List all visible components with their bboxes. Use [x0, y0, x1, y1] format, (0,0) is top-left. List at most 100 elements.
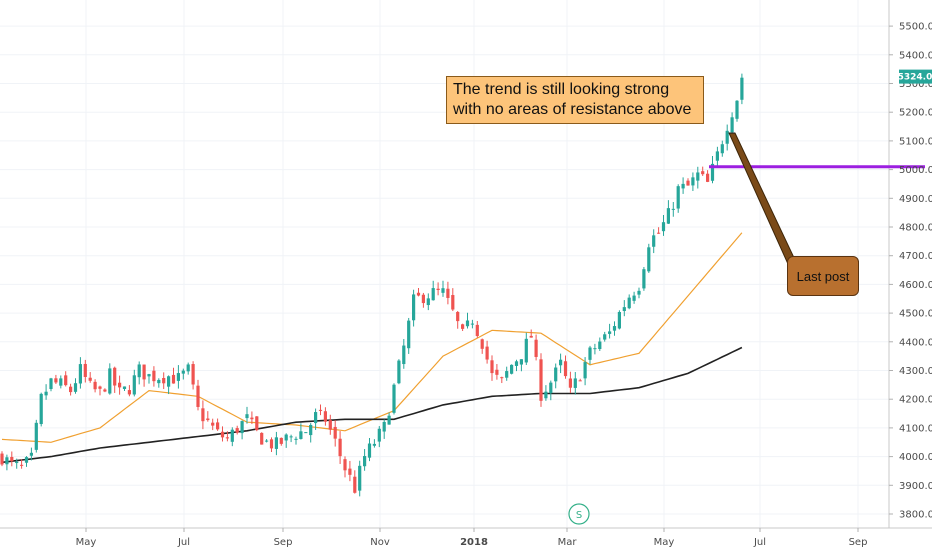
candle-body[interactable] — [583, 362, 587, 379]
candle-body[interactable] — [402, 345, 406, 365]
candle-body[interactable] — [137, 364, 141, 378]
candle-body[interactable] — [240, 421, 244, 434]
candle-body[interactable] — [152, 370, 156, 382]
candle-body[interactable] — [412, 294, 416, 321]
candle-body[interactable] — [676, 186, 680, 209]
candle-body[interactable] — [73, 383, 78, 392]
candle-body[interactable] — [671, 208, 675, 210]
candle-body[interactable] — [470, 323, 474, 325]
candle-body[interactable] — [706, 173, 710, 182]
candle-body[interactable] — [93, 381, 97, 390]
candle-body[interactable] — [274, 437, 278, 449]
candle-body[interactable] — [681, 183, 685, 189]
candle-body[interactable] — [211, 422, 215, 426]
candle-body[interactable] — [436, 288, 440, 290]
candle-body[interactable] — [314, 412, 318, 424]
candle-body[interactable] — [524, 338, 528, 363]
candle-body[interactable] — [338, 438, 342, 457]
candle-body[interactable] — [407, 320, 411, 349]
candle-body[interactable] — [480, 339, 484, 349]
candle-body[interactable] — [358, 465, 362, 491]
candle-body[interactable] — [377, 428, 381, 442]
candle-body[interactable] — [529, 335, 533, 338]
candle-body[interactable] — [715, 151, 719, 161]
split-marker[interactable]: S — [568, 503, 590, 525]
candle-body[interactable] — [353, 476, 357, 493]
candle-body[interactable] — [176, 373, 180, 381]
candle-body[interactable] — [647, 247, 651, 272]
candle-body[interactable] — [720, 144, 724, 154]
candle-body[interactable] — [333, 426, 337, 439]
candle-body[interactable] — [495, 369, 499, 375]
candle-body[interactable] — [186, 364, 190, 372]
candle-body[interactable] — [367, 443, 372, 458]
candle-body[interactable] — [363, 456, 367, 467]
candle-body[interactable] — [250, 417, 254, 420]
candle-body[interactable] — [167, 376, 171, 387]
candle-body[interactable] — [10, 456, 14, 462]
candle-body[interactable] — [201, 408, 205, 422]
candle-body[interactable] — [514, 361, 519, 366]
candle-body[interactable] — [652, 235, 656, 247]
candle-body[interactable] — [661, 222, 666, 232]
candle-body[interactable] — [323, 411, 327, 422]
candle-body[interactable] — [206, 418, 210, 421]
candle-body[interactable] — [245, 414, 249, 419]
candle-body[interactable] — [318, 409, 323, 411]
candle-body[interactable] — [98, 386, 102, 389]
candle-body[interactable] — [554, 367, 558, 382]
candle-body[interactable] — [397, 360, 401, 384]
candle-body[interactable] — [490, 360, 494, 374]
candle-body[interactable] — [539, 359, 543, 401]
candle-body[interactable] — [157, 379, 161, 384]
candle-body[interactable] — [64, 375, 68, 386]
candle-body[interactable] — [127, 390, 131, 395]
candle-body[interactable] — [108, 368, 112, 394]
candles[interactable] — [0, 73, 744, 497]
candle-body[interactable] — [289, 436, 293, 438]
candle-body[interactable] — [617, 311, 621, 329]
candle-body[interactable] — [451, 295, 455, 310]
candle-body[interactable] — [485, 346, 489, 360]
candle-body[interactable] — [29, 452, 33, 456]
candle-body[interactable] — [431, 288, 435, 301]
candle-body[interactable] — [598, 341, 602, 350]
candle-body[interactable] — [142, 364, 146, 380]
candle-body[interactable] — [15, 461, 19, 464]
candle-body[interactable] — [59, 378, 63, 386]
candle-body[interactable] — [735, 100, 739, 119]
candle-body[interactable] — [475, 324, 479, 336]
candle-body[interactable] — [387, 415, 391, 425]
candle-body[interactable] — [446, 288, 450, 298]
candle-body[interactable] — [710, 163, 715, 181]
candle-body[interactable] — [230, 429, 234, 442]
last-post-box[interactable]: Last post — [787, 256, 859, 296]
candle-body[interactable] — [372, 443, 376, 446]
candle-body[interactable] — [696, 172, 700, 181]
candle-body[interactable] — [83, 363, 87, 377]
candle-body[interactable] — [701, 171, 705, 175]
candle-body[interactable] — [392, 384, 396, 413]
candle-body[interactable] — [122, 386, 127, 390]
candle-body[interactable] — [657, 232, 661, 234]
candle-body[interactable] — [686, 180, 690, 186]
candle-body[interactable] — [461, 324, 465, 329]
candle-body[interactable] — [666, 208, 670, 224]
candle-body[interactable] — [441, 288, 445, 293]
candle-body[interactable] — [299, 431, 303, 439]
candle-body[interactable] — [622, 307, 626, 312]
candle-body[interactable] — [220, 431, 225, 438]
candle-body[interactable] — [216, 422, 220, 430]
candle-body[interactable] — [118, 382, 122, 388]
candle-body[interactable] — [593, 348, 597, 350]
candle-body[interactable] — [147, 374, 151, 377]
candle-body[interactable] — [69, 386, 73, 393]
candle-body[interactable] — [0, 453, 4, 465]
candle-body[interactable] — [568, 378, 572, 388]
candle-body[interactable] — [255, 416, 259, 431]
candle-body[interactable] — [294, 438, 298, 440]
candle-body[interactable] — [162, 377, 166, 384]
candle-body[interactable] — [534, 339, 538, 357]
candle-body[interactable] — [573, 378, 577, 388]
